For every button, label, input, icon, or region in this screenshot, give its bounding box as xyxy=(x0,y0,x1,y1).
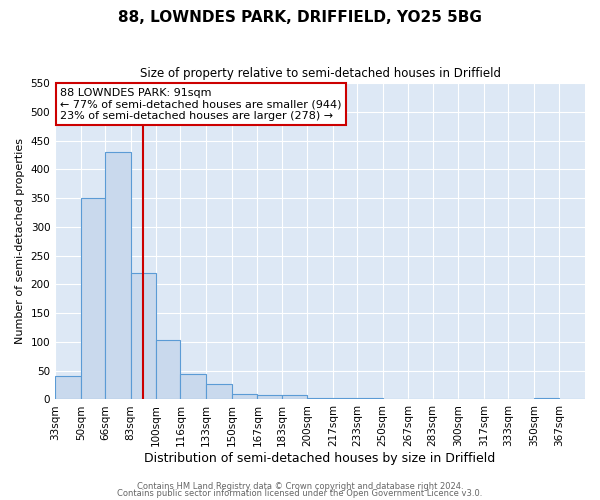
Bar xyxy=(157,340,181,400)
Text: 88 LOWNDES PARK: 91sqm
← 77% of semi-detached houses are smaller (944)
23% of se: 88 LOWNDES PARK: 91sqm ← 77% of semi-det… xyxy=(61,88,342,121)
Bar xyxy=(409,399,433,400)
Bar xyxy=(307,398,333,400)
Text: Contains public sector information licensed under the Open Government Licence v3: Contains public sector information licen… xyxy=(118,490,482,498)
Bar xyxy=(533,398,559,400)
Bar xyxy=(105,152,131,400)
Bar xyxy=(559,399,585,400)
Title: Size of property relative to semi-detached houses in Driffield: Size of property relative to semi-detach… xyxy=(140,68,500,80)
Y-axis label: Number of semi-detached properties: Number of semi-detached properties xyxy=(15,138,25,344)
Bar xyxy=(181,374,206,400)
Bar xyxy=(55,376,81,400)
X-axis label: Distribution of semi-detached houses by size in Driffield: Distribution of semi-detached houses by … xyxy=(145,452,496,465)
Bar xyxy=(131,273,157,400)
Bar xyxy=(333,398,357,400)
Bar xyxy=(281,395,307,400)
Bar xyxy=(357,398,383,400)
Bar xyxy=(383,399,409,400)
Bar xyxy=(206,384,232,400)
Bar xyxy=(257,395,281,400)
Bar xyxy=(81,198,105,400)
Text: Contains HM Land Registry data © Crown copyright and database right 2024.: Contains HM Land Registry data © Crown c… xyxy=(137,482,463,491)
Text: 88, LOWNDES PARK, DRIFFIELD, YO25 5BG: 88, LOWNDES PARK, DRIFFIELD, YO25 5BG xyxy=(118,10,482,25)
Bar xyxy=(232,394,257,400)
